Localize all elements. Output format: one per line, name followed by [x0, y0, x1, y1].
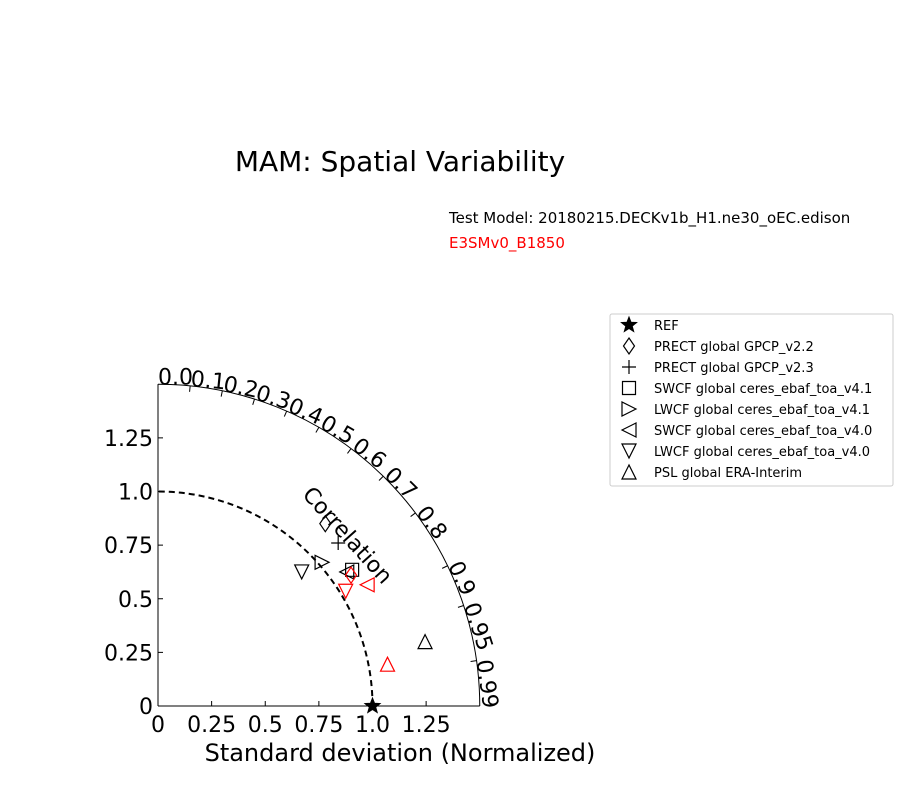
legend-marker-star: [620, 315, 638, 333]
correlation-tick-label: 0.99: [471, 658, 503, 710]
y-tick-label: 0: [139, 695, 153, 720]
correlation-tick-mark: [457, 605, 464, 608]
legend-entry-label: REF: [654, 319, 679, 334]
legend-marker-triangle-left: [620, 422, 637, 438]
x-tick-label: 1.25: [402, 713, 451, 738]
correlation-tick-mark: [283, 410, 288, 417]
legend-entry-label: LWCF global ceres_ebaf_toa_v4.0: [654, 445, 870, 460]
correlation-tick-label: 0.8: [411, 502, 452, 545]
data-point-diamond: [319, 514, 332, 533]
data-point-diamond: [344, 566, 358, 585]
correlation-tick-mark: [441, 565, 448, 569]
data-point-plus: [331, 535, 346, 550]
correlation-tick-label: 0.9: [442, 557, 480, 599]
legend-frame: [609, 313, 894, 487]
correlation-tick-label: 0.95: [458, 600, 497, 654]
data-point-triangle-right: [314, 554, 331, 571]
data-point-triangle-down: [293, 564, 310, 581]
legend: REF PRECT global GPCP_v2.2 PRECT global GP…: [609, 313, 894, 487]
y-tick-label: 1.0: [118, 481, 153, 506]
y-tick-label: 1.25: [104, 427, 153, 452]
legend-marker-diamond: [622, 336, 636, 356]
data-point-triangle-up: [379, 655, 396, 672]
legend-marker-triangle-up: [621, 463, 637, 480]
legend-marker-square: [621, 380, 637, 396]
correlation-tick-label: 0.7: [379, 463, 421, 505]
plot-area: 00 0.25 0.25 0.5 0.5 0.75 0.75 1.0 1.0 1.25 1.25 0.…: [104, 365, 502, 738]
correlation-tick-mark: [347, 448, 352, 454]
data-point-triangle-left: [358, 576, 375, 593]
correlation-tick-label: 0.0: [158, 365, 193, 390]
x-tick-label: 0: [151, 713, 165, 738]
legend-marker-triangle-down: [621, 443, 637, 460]
legend-entry-label: PRECT global GPCP_v2.3: [654, 361, 814, 376]
correlation-tick-mark: [189, 385, 191, 392]
test-model-label: Test Model: 20180215.DECKv1b_H1.ne30_oEC…: [448, 209, 850, 228]
legend-entry-label: SWCF global ceres_ebaf_toa_v4.0: [654, 424, 872, 439]
correlation-tick-mark: [315, 427, 320, 433]
correlation-tick-label: 0.1: [190, 367, 227, 395]
data-point-square: [345, 562, 360, 577]
x-tick-label: 0.5: [248, 713, 283, 738]
legend-entry-label: LWCF global ceres_ebaf_toa_v4.1: [654, 403, 870, 418]
correlation-tick-mark: [220, 390, 223, 397]
y-tick-label: 0.5: [118, 588, 153, 613]
chart-title: MAM: Spatial Variability: [235, 145, 565, 178]
legend-marker-plus: [622, 360, 636, 374]
correlation-arc: [157, 383, 481, 707]
x-axis-label: Standard deviation (Normalized): [205, 739, 596, 767]
legend-entry-label: PSL global ERA-Interim: [654, 466, 802, 481]
reference-model-label: E3SMv0_B1850: [449, 234, 565, 253]
x-tick-label: 0.25: [187, 713, 236, 738]
data-point-triangle-down: [337, 583, 354, 600]
x-tick-label: 1.0: [355, 713, 390, 738]
legend-entry-label: PRECT global GPCP_v2.2: [654, 340, 814, 355]
data-point-star: [363, 696, 382, 714]
legend-marker-triangle-right: [621, 401, 638, 417]
y-tick-label: 0.75: [104, 534, 153, 559]
y-tick-label: 0.25: [104, 641, 153, 666]
correlation-tick-label: 0.6: [347, 433, 390, 474]
data-point-triangle-up: [417, 633, 434, 650]
correlation-tick-mark: [470, 660, 477, 662]
correlation-tick-mark: [378, 475, 384, 481]
correlation-tick-mark: [410, 512, 416, 517]
correlation-tick-mark: [252, 398, 256, 405]
legend-entry-label: SWCF global ceres_ebaf_toa_v4.1: [654, 382, 872, 397]
x-tick-label: 0.75: [294, 713, 343, 738]
